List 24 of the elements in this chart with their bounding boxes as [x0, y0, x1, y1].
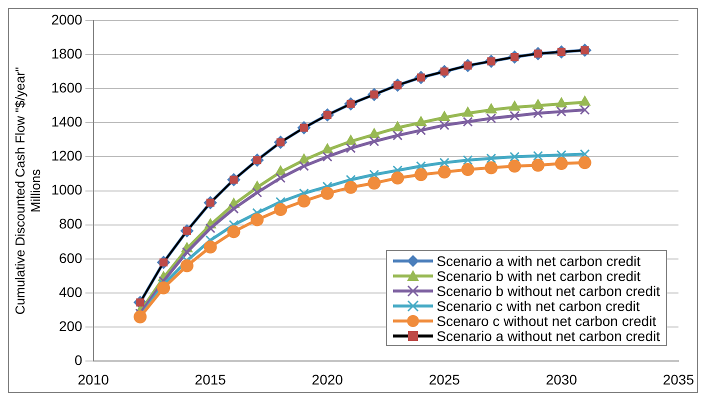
- x-tick-label: 2025: [428, 371, 460, 388]
- legend-label: Scenario a with net carbon credit: [436, 252, 641, 268]
- x-tick-label: 2035: [662, 371, 694, 388]
- y-tick-label: 1200: [51, 148, 83, 164]
- y-tick-label: 0: [74, 352, 83, 368]
- legend-label: Scenario a without net carbon credit: [436, 328, 660, 344]
- legend-label: Scenario b with net carbon credit: [436, 268, 641, 284]
- y-tick-label: 2000: [51, 11, 83, 28]
- y-tick-label: 1400: [51, 114, 83, 130]
- y-axis-title: Cumulative Discounted Cash Flow "$/year" Millions: [12, 66, 43, 315]
- y-tick-label: 1800: [51, 45, 83, 62]
- y-tick-label: 400: [58, 284, 83, 300]
- y-tick-label: 1600: [51, 79, 83, 96]
- x-tick-label: 2020: [312, 371, 344, 388]
- legend-label: Scenaro c without net carbon credit: [436, 312, 656, 328]
- y-tick-label: 800: [58, 216, 83, 232]
- y-tick-label: 200: [58, 318, 83, 334]
- x-tick-label: 2030: [546, 371, 578, 388]
- y-tick-label: 1000: [51, 182, 83, 198]
- legend-label: Scenario b without net carbon credit: [436, 282, 660, 298]
- y-tick-label: 600: [58, 250, 83, 266]
- x-tick-label: 2015: [194, 371, 226, 388]
- legend-label: Scenario c with net carbon credit: [436, 298, 640, 314]
- x-tick-label: 2010: [78, 371, 110, 388]
